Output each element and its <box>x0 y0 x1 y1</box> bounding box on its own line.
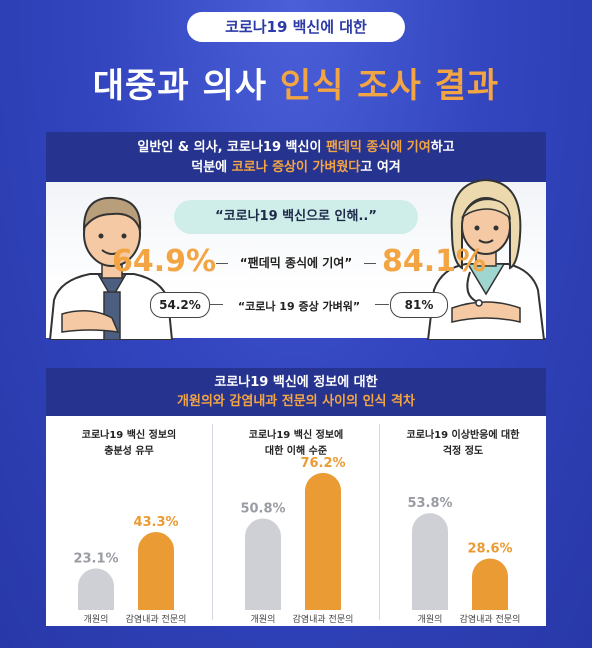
survey-card-heading: 일반인 & 의사, 코로나19 백신이 팬데믹 종식에 기여하고 덕분에 코로나… <box>46 132 546 182</box>
bar-value-label: 53.8% <box>407 496 452 511</box>
title-part2: 인식 조사 결과 <box>279 66 500 106</box>
connector-line <box>364 263 376 264</box>
bar-value-label: 43.3% <box>133 515 178 530</box>
bar-general-practitioner <box>412 513 448 610</box>
bar-value-label: 28.6% <box>467 542 512 557</box>
public-pandemic-percent: 64.9% <box>112 244 217 279</box>
header-badge: 코로나19 백신에 대한 <box>187 12 405 42</box>
category-label: 감염내과 전문의 <box>126 613 187 624</box>
heading-highlight: 팬데믹 종식에 기여 <box>325 140 431 155</box>
category-label: 감염내과 전문의 <box>293 613 354 624</box>
panel-divider <box>212 424 213 620</box>
bar-value-label: 23.1% <box>73 551 118 566</box>
bar-infectious-specialist <box>305 472 341 610</box>
public-symptom-percent: 54.2% <box>150 292 210 318</box>
heading-text: 덕분에 <box>191 160 232 175</box>
panel-title: 코로나19 백신 정보에 대한 이해 수준 <box>213 428 379 460</box>
title-part1: 대중과 의사 <box>92 66 268 106</box>
doctor-pandemic-percent: 84.1% <box>382 244 487 279</box>
bar-chart-1: 23.1% 개원의 43.3% 감염내과 전문의 <box>73 515 187 624</box>
doctor-illustration <box>426 178 546 340</box>
survey-card: 일반인 & 의사, 코로나19 백신이 팬데믹 종식에 기여하고 덕분에 코로나… <box>46 132 546 340</box>
gap-card-heading: 코로나19 백신에 정보에 대한 개원의와 감염내과 전문의 사이의 인식 격차 <box>46 368 546 416</box>
heading-highlight: 코로나 증상이 가벼웠다 <box>231 160 361 175</box>
page-title: 대중과 의사 인식 조사 결과 <box>0 58 592 107</box>
chart-panel-1: 코로나19 백신 정보의 충분성 유무 23.1% 개원의 43.3% 감염내과 전문… <box>46 424 212 624</box>
quote-bubble: “코로나19 백신으로 인해..” <box>174 200 418 234</box>
symptom-label: “코로나 19 증상 가벼워” <box>237 300 361 313</box>
public-person-illustration <box>48 196 174 340</box>
panel-title-line: 코로나19 이상반응에 대한 <box>406 430 520 441</box>
bar-chart-2: 50.8% 개원의 76.2% 감염내과 전문의 <box>240 456 354 624</box>
connector-line <box>375 304 389 305</box>
bar-infectious-specialist <box>138 532 174 610</box>
panel-title-line: 코로나19 백신 정보에 <box>248 430 344 441</box>
chart-panel-3: 코로나19 이상반응에 대한 걱정 정도 53.8% 개원의 28.6% 감염내과 전… <box>380 424 546 624</box>
heading-text: 일반인 & 의사, 코로나19 백신이 <box>137 140 326 155</box>
category-label: 감염내과 전문의 <box>460 613 521 624</box>
bar-general-practitioner <box>78 568 114 610</box>
panel-divider <box>379 424 380 620</box>
bar-infectious-specialist <box>472 558 508 610</box>
panel-title: 코로나19 이상반응에 대한 걱정 정도 <box>380 428 546 460</box>
connector-line <box>216 263 228 264</box>
chart-panel-2: 코로나19 백신 정보에 대한 이해 수준 50.8% 개원의 76.2% 감염내과 … <box>213 424 379 624</box>
bar-chart-3: 53.8% 개원의 28.6% 감염내과 전문의 <box>407 496 521 624</box>
panel-title-line: 대한 이해 수준 <box>264 446 328 457</box>
panel-title-line: 충분성 유무 <box>104 446 154 457</box>
panel-title-line: 코로나19 백신 정보의 <box>81 430 177 441</box>
heading-line1: 코로나19 백신에 정보에 대한 <box>214 375 378 390</box>
panel-title-line: 걱정 정도 <box>442 446 484 457</box>
category-label: 개원의 <box>84 614 109 624</box>
heading-text: 하고 <box>430 140 455 155</box>
category-label: 개원의 <box>418 614 443 624</box>
bar-value-label: 76.2% <box>300 456 345 471</box>
panel-title: 코로나19 백신 정보의 충분성 유무 <box>46 428 212 460</box>
bar-value-label: 50.8% <box>240 502 285 517</box>
connector-line <box>209 304 223 305</box>
category-label: 개원의 <box>251 614 276 624</box>
bar-general-practitioner <box>245 518 281 610</box>
pandemic-label: “팬데믹 종식에 기여” <box>239 256 353 270</box>
heading-text: 고 여겨 <box>360 160 401 175</box>
doctor-symptom-percent: 81% <box>390 292 448 318</box>
gap-card: 코로나19 백신에 정보에 대한 개원의와 감염내과 전문의 사이의 인식 격차… <box>46 368 546 626</box>
heading-line2: 개원의와 감염내과 전문의 사이의 인식 격차 <box>177 394 415 409</box>
